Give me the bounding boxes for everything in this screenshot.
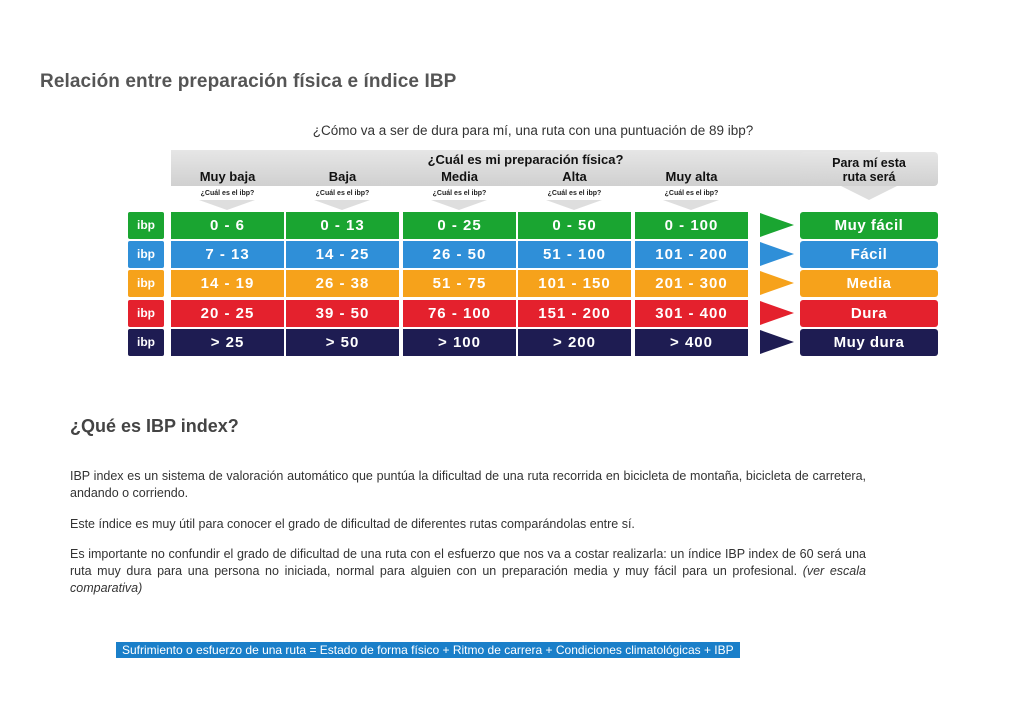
difficulty-result-dura: Dura xyxy=(800,300,938,327)
down-arrow-icon xyxy=(431,200,487,210)
difficulty-result-muy-facil: Muy fácil xyxy=(800,212,938,239)
column-header-alta: Alta xyxy=(562,169,587,184)
pointer-arrow-icon xyxy=(760,301,794,325)
column-sub-label: ¿Cuál es el ibp? xyxy=(315,190,370,197)
paragraph-definition: IBP index es un sistema de valoración au… xyxy=(70,469,866,500)
section-title: ¿Qué es IBP index? xyxy=(70,416,239,436)
ibp-row-tag: ibp xyxy=(128,212,164,239)
pointer-arrow-icon xyxy=(760,271,794,295)
ibp-range-cell: 0 - 100 xyxy=(635,212,748,239)
page-title: Relación entre preparación física e índi… xyxy=(40,71,457,92)
ibp-range-cell: > 100 xyxy=(403,329,516,356)
difficulty-result-media: Media xyxy=(800,270,938,297)
ibp-range-cell: 301 - 400 xyxy=(635,300,748,327)
ibp-table: ¿Cuál es mi preparación física? Muy baja… xyxy=(128,150,940,360)
column-sub-label: ¿Cuál es el ibp? xyxy=(664,190,719,197)
comparative-scale-note: (ver escala comparativa) xyxy=(70,564,866,595)
header-title: ¿Cuál es mi preparación física? xyxy=(427,152,624,167)
down-arrow-icon xyxy=(199,200,255,210)
header-band xyxy=(171,150,880,186)
down-arrow-icon xyxy=(546,200,602,210)
ibp-range-cell: 151 - 200 xyxy=(518,300,631,327)
down-arrow-icon xyxy=(663,200,719,210)
column-sub-label: ¿Cuál es el ibp? xyxy=(200,190,255,197)
ibp-range-cell: > 25 xyxy=(171,329,284,356)
ibp-range-cell: 26 - 38 xyxy=(286,270,399,297)
pointer-arrow-icon xyxy=(760,330,794,354)
ibp-row-tag: ibp xyxy=(128,300,164,327)
column-header-muy-baja: Muy baja xyxy=(199,169,256,184)
ibp-range-cell: 14 - 19 xyxy=(171,270,284,297)
ibp-range-cell: 76 - 100 xyxy=(403,300,516,327)
column-header-media: Media xyxy=(441,169,478,184)
ibp-range-cell: > 200 xyxy=(518,329,631,356)
ibp-range-cell: 101 - 200 xyxy=(635,241,748,268)
paragraph-usefulness: Este índice es muy útil para conocer el … xyxy=(70,517,635,531)
ibp-row-tag: ibp xyxy=(128,329,164,356)
ibp-range-cell: 51 - 75 xyxy=(403,270,516,297)
ibp-range-cell: 51 - 100 xyxy=(518,241,631,268)
column-header-baja: Baja xyxy=(328,169,357,184)
result-header: Para mí esta ruta será xyxy=(800,152,938,186)
formula-banner: Sufrimiento o esfuerzo de una ruta = Est… xyxy=(116,642,740,658)
result-header-line2: ruta será xyxy=(842,170,896,184)
ibp-range-cell: 14 - 25 xyxy=(286,241,399,268)
pointer-arrow-icon xyxy=(760,213,794,237)
ibp-range-cell: 39 - 50 xyxy=(286,300,399,327)
ibp-range-cell: 0 - 6 xyxy=(171,212,284,239)
ibp-range-cell: > 50 xyxy=(286,329,399,356)
pointer-arrow-icon xyxy=(760,242,794,266)
ibp-row-tag: ibp xyxy=(128,270,164,297)
table-row-facil: ibp 7 - 13 14 - 25 26 - 50 51 - 100 101 - 200… xyxy=(128,241,940,268)
difficulty-result-muy-dura: Muy dura xyxy=(800,329,938,356)
column-sub-label: ¿Cuál es el ibp? xyxy=(547,190,602,197)
table-row-dura: ibp 20 - 25 39 - 50 76 - 100 151 - 200 301 - … xyxy=(128,300,940,327)
ibp-range-cell: 0 - 25 xyxy=(403,212,516,239)
down-arrow-icon xyxy=(314,200,370,210)
column-sub-label: ¿Cuál es el ibp? xyxy=(432,190,487,197)
ibp-range-cell: 201 - 300 xyxy=(635,270,748,297)
difficulty-result-facil: Fácil xyxy=(800,241,938,268)
ibp-row-tag: ibp xyxy=(128,241,164,268)
ibp-range-cell: 0 - 13 xyxy=(286,212,399,239)
ibp-range-cell: > 400 xyxy=(635,329,748,356)
paragraph-clarification: Es importante no confundir el grado de d… xyxy=(70,546,866,597)
paragraph-clarification-text: Es importante no confundir el grado de d… xyxy=(70,547,866,578)
table-row-muy-dura: ibp > 25 > 50 > 100 > 200 > 400 Muy dura xyxy=(128,329,940,356)
result-header-line1: Para mí esta xyxy=(832,156,906,170)
table-row-media: ibp 14 - 19 26 - 38 51 - 75 101 - 150 201 - 3… xyxy=(128,270,940,297)
ibp-range-cell: 26 - 50 xyxy=(403,241,516,268)
column-header-muy-alta: Muy alta xyxy=(665,169,718,184)
down-arrow-icon xyxy=(841,186,897,200)
ibp-range-cell: 0 - 50 xyxy=(518,212,631,239)
ibp-range-cell: 7 - 13 xyxy=(171,241,284,268)
ibp-question: ¿Cómo va a ser de dura para mí, una ruta… xyxy=(312,123,754,138)
ibp-range-cell: 101 - 150 xyxy=(518,270,631,297)
ibp-range-cell: 20 - 25 xyxy=(171,300,284,327)
